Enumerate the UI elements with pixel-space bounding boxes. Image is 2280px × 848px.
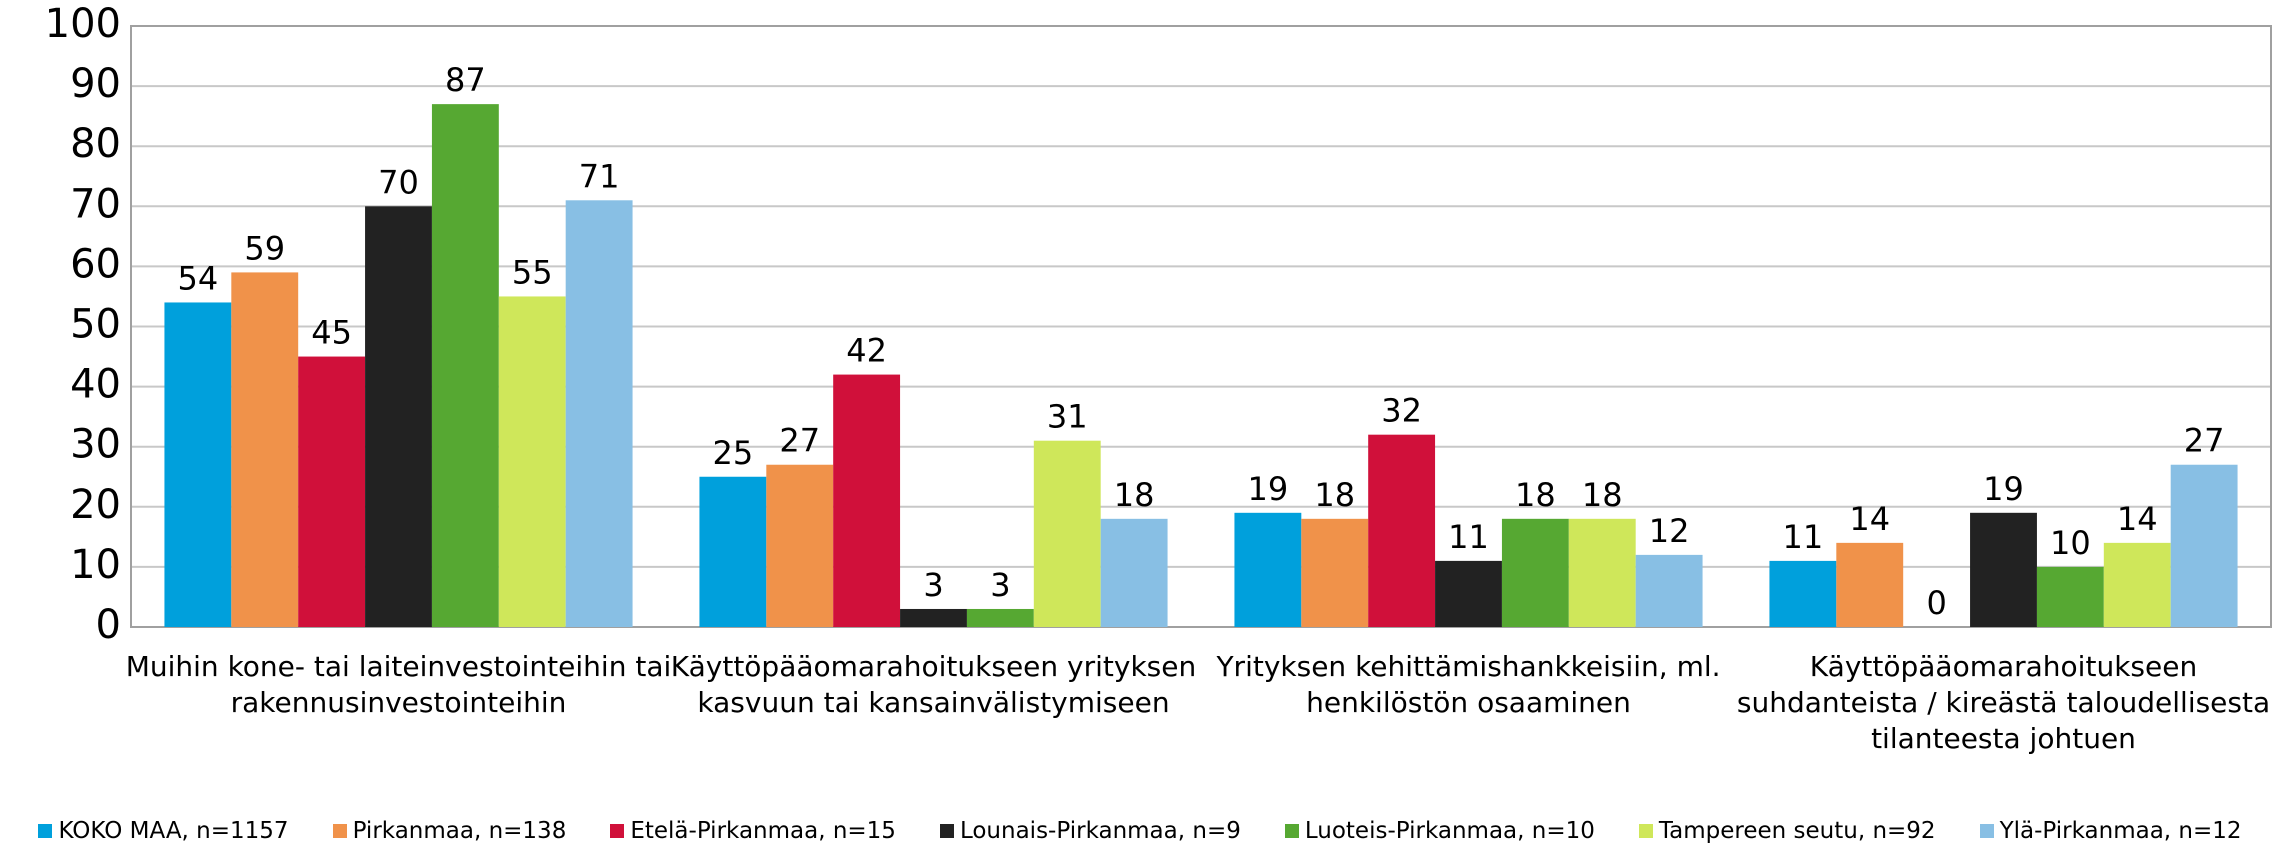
legend-swatch [1979,824,1994,838]
legend-item: Tampereen seutu, n=92 [1638,818,1936,844]
data-label: 31 [1047,398,1088,436]
bar [1100,518,1168,627]
data-label: 27 [2184,422,2225,460]
data-label: 55 [512,253,553,291]
data-label: 45 [311,314,352,352]
y-tick-label: 0 [96,602,121,648]
data-label: 3 [923,566,943,604]
data-label: 42 [846,332,887,370]
legend-item: Ylä-Pirkanmaa, n=12 [1979,818,2242,844]
data-label: 14 [1849,500,1890,538]
bar [1033,440,1101,627]
y-tick-label: 80 [70,121,121,167]
data-label: 27 [779,422,820,460]
data-label: 71 [579,157,620,195]
bar [431,104,499,627]
x-tick-label: Yrityksen kehittämishankkeisiin, ml. hen… [1216,650,1721,719]
bar [565,200,633,628]
data-label: 10 [2050,524,2091,562]
data-label: 19 [1983,470,2024,508]
plot-frame [130,25,2272,628]
bar [231,272,299,627]
bar [1234,512,1302,627]
legend-label: Pirkanmaa, n=138 [352,818,567,844]
y-tick-label: 90 [70,61,121,107]
data-label: 0 [1926,584,1946,622]
legend-swatch [332,824,347,838]
bar [1301,518,1369,627]
bar [1368,434,1436,627]
y-tick-label: 50 [70,302,121,348]
bar [164,302,232,627]
bar [2170,464,2238,627]
x-tick-label: Käyttöpääomarahoitukseen suhdanteista / … [1736,650,2271,755]
data-label: 18 [1114,476,1155,514]
data-label: 18 [1515,476,1556,514]
data-label: 70 [378,163,419,201]
legend-swatch [939,824,954,838]
x-tick-label: Käyttöpääomarahoitukseen yrityksen kasvu… [670,650,1197,719]
legend-item: KOKO MAA, n=1157 [38,818,289,844]
legend-item: Lounais-Pirkanmaa, n=9 [939,818,1241,844]
bar [1769,560,1837,627]
bar [2036,566,2104,627]
legend-label: KOKO MAA, n=1157 [58,818,289,844]
y-tick-label: 20 [70,482,121,528]
legend-label: Etelä-Pirkanmaa, n=15 [630,818,896,844]
bar [1635,554,1703,627]
legend-item: Luoteis-Pirkanmaa, n=10 [1284,818,1595,844]
data-label: 87 [445,61,486,99]
legend-item: Pirkanmaa, n=138 [332,818,567,844]
legend-label: Luoteis-Pirkanmaa, n=10 [1304,818,1595,844]
y-tick-label: 70 [70,181,121,227]
legend-swatch [610,824,625,838]
bar [1568,518,1636,627]
y-tick-label: 100 [45,1,121,47]
data-label: 18 [1582,476,1623,514]
y-tick-label: 10 [70,542,121,588]
bar [298,356,366,627]
x-tick-label: Muihin kone- tai laiteinvestointeihin ta… [125,650,672,719]
bar [1435,560,1502,627]
data-label: 19 [1248,470,1289,508]
bar [833,374,901,627]
bar [1836,542,1904,627]
legend: KOKO MAA, n=1157 Pirkanmaa, n=138 Etelä-Pi… [0,818,2280,844]
bar [1970,512,2037,627]
bar [900,608,967,627]
bar [1501,518,1569,627]
legend-label: Ylä-Pirkanmaa, n=12 [1999,818,2242,844]
data-label: 12 [1649,512,1690,550]
data-label: 14 [2117,500,2158,538]
data-label: 11 [1448,518,1489,556]
data-label: 25 [713,434,754,472]
data-label: 18 [1314,476,1355,514]
legend-label: Tampereen seutu, n=92 [1658,818,1936,844]
data-label: 11 [1783,518,1824,556]
bar [766,464,834,627]
data-label: 59 [244,229,285,267]
legend-swatch [38,824,53,838]
y-tick-label: 30 [70,422,121,468]
data-label: 3 [990,566,1010,604]
bar [699,476,767,627]
legend-item: Etelä-Pirkanmaa, n=15 [610,818,896,844]
legend-label: Lounais-Pirkanmaa, n=9 [959,818,1241,844]
bar [966,608,1034,627]
legend-swatch [1638,824,1653,838]
legend-swatch [1284,824,1299,838]
y-tick-label: 60 [70,241,121,287]
data-label: 32 [1381,392,1422,430]
bar [2103,542,2171,627]
bar [365,206,432,628]
data-label: 54 [178,259,219,297]
bar [498,296,566,627]
y-tick-label: 40 [70,362,121,408]
